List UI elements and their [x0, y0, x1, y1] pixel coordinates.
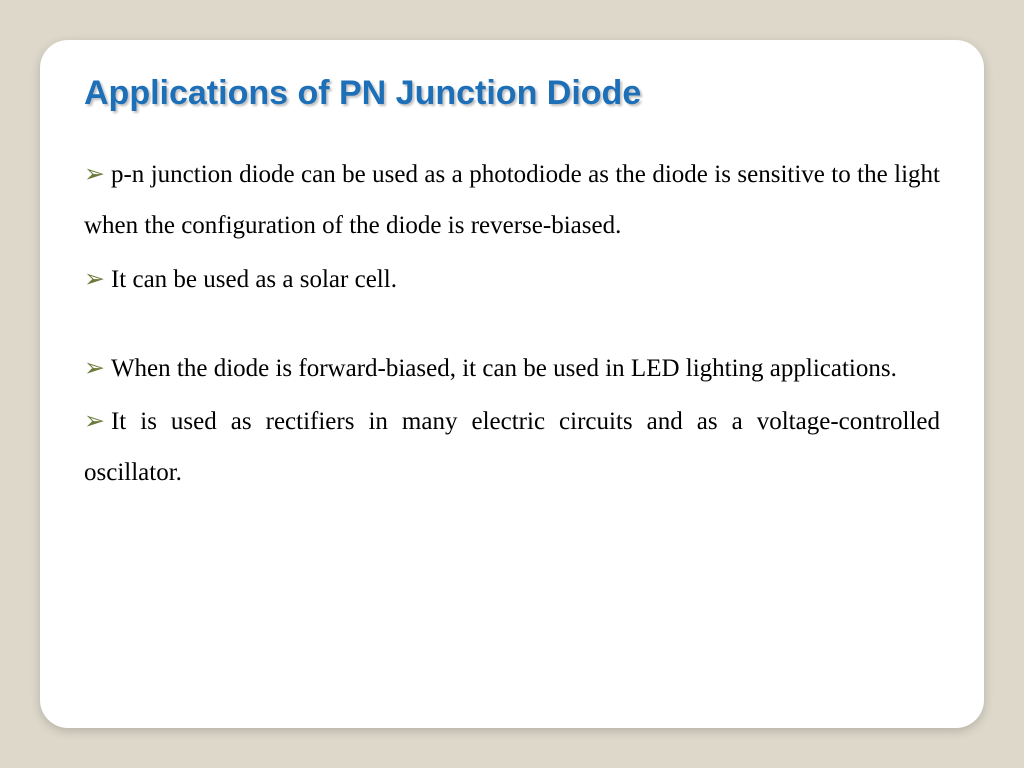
bullet-item: ➢It can be used as a solar cell. [84, 254, 940, 305]
bullet-item: ➢When the diode is forward-biased, it ca… [84, 343, 940, 394]
bullet-marker-icon: ➢ [84, 160, 105, 188]
bullet-item: ➢It is used as rectifiers in many electr… [84, 396, 940, 499]
slide-card: Applications of PN Junction Diode ➢p-n j… [40, 40, 984, 728]
bullet-marker-icon: ➢ [84, 407, 105, 435]
bullet-text: p-n junction diode can be used as a phot… [84, 161, 940, 239]
bullet-marker-icon: ➢ [84, 265, 105, 293]
slide-content: ➢p-n junction diode can be used as a pho… [84, 149, 940, 499]
bullet-text: It can be used as a solar cell. [111, 266, 397, 293]
slide-title: Applications of PN Junction Diode [84, 74, 940, 113]
bullet-marker-icon: ➢ [84, 354, 105, 382]
bullet-item: ➢p-n junction diode can be used as a pho… [84, 149, 940, 252]
bullet-text: It is used as rectifiers in many electri… [84, 408, 940, 486]
content-gap [84, 307, 940, 343]
bullet-text: When the diode is forward-biased, it can… [111, 355, 897, 382]
